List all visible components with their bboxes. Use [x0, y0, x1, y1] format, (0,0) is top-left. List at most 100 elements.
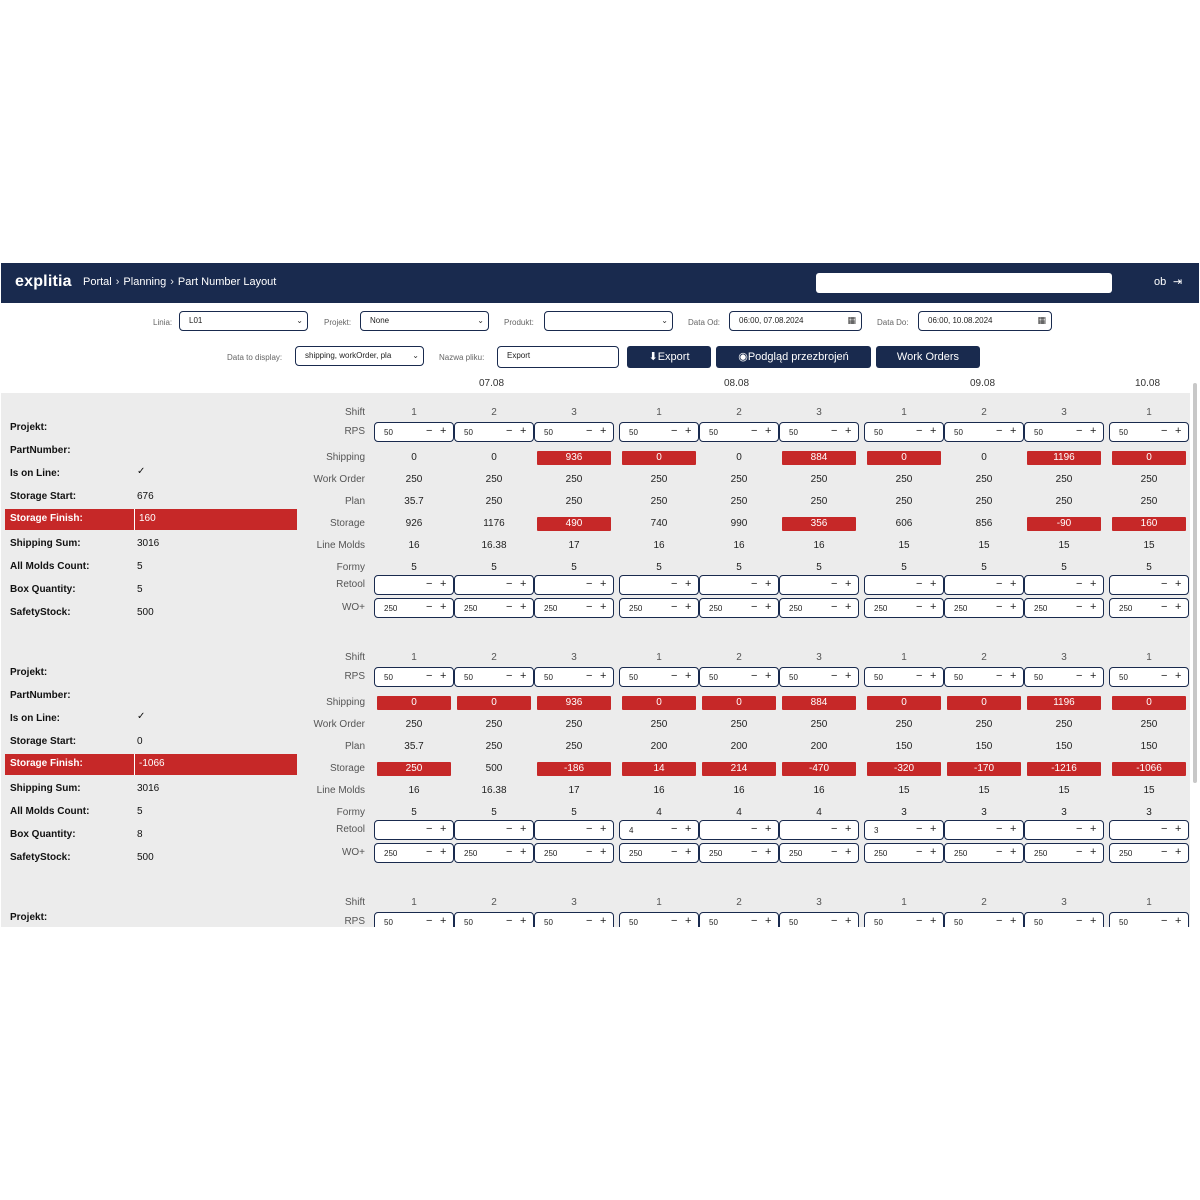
retool-stepper[interactable]: − + [779, 820, 859, 840]
plus-icon[interactable]: + [845, 578, 852, 590]
rps-value[interactable]: 50 [709, 918, 718, 927]
wo-value[interactable]: 250 [1119, 604, 1133, 613]
plus-icon[interactable]: + [765, 425, 772, 437]
plus-icon[interactable]: + [765, 578, 772, 590]
wo-stepper[interactable]: 250 − + [454, 843, 534, 863]
minus-icon[interactable]: − [586, 425, 593, 437]
minus-icon[interactable]: − [751, 846, 758, 858]
retool-stepper[interactable]: − + [374, 820, 454, 840]
rps-value[interactable]: 50 [464, 918, 473, 927]
wo-value[interactable]: 250 [874, 849, 888, 858]
minus-icon[interactable]: − [671, 915, 678, 927]
wo-stepper[interactable]: 250 − + [779, 598, 859, 618]
plus-icon[interactable]: + [1175, 846, 1182, 858]
minus-icon[interactable]: − [1076, 670, 1083, 682]
wo-stepper[interactable]: 250 − + [374, 843, 454, 863]
rps-value[interactable]: 50 [1034, 918, 1043, 927]
plus-icon[interactable]: + [600, 670, 607, 682]
plus-icon[interactable]: + [685, 846, 692, 858]
rps-stepper[interactable]: 50 − + [779, 422, 859, 442]
minus-icon[interactable]: − [671, 670, 678, 682]
minus-icon[interactable]: − [506, 846, 513, 858]
plus-icon[interactable]: + [1090, 915, 1097, 927]
retool-stepper[interactable]: 4 − + [619, 820, 699, 840]
preview-button[interactable]: ◉Podgląd przezbrojeń [716, 346, 871, 368]
plus-icon[interactable]: + [685, 915, 692, 927]
minus-icon[interactable]: − [671, 578, 678, 590]
rps-value[interactable]: 50 [1119, 673, 1128, 682]
wo-stepper[interactable]: 250 − + [779, 843, 859, 863]
minus-icon[interactable]: − [1076, 578, 1083, 590]
logo[interactable]: explitia [15, 273, 72, 290]
rps-value[interactable]: 50 [544, 673, 553, 682]
rps-stepper[interactable]: 50 − + [1109, 667, 1189, 687]
plus-icon[interactable]: + [930, 425, 937, 437]
plus-icon[interactable]: + [600, 846, 607, 858]
rps-value[interactable]: 50 [544, 918, 553, 927]
minus-icon[interactable]: − [586, 670, 593, 682]
plus-icon[interactable]: + [845, 915, 852, 927]
rps-value[interactable]: 50 [874, 428, 883, 437]
wo-value[interactable]: 250 [544, 849, 558, 858]
rps-value[interactable]: 50 [954, 918, 963, 927]
wo-value[interactable]: 250 [1119, 849, 1133, 858]
plus-icon[interactable]: + [600, 915, 607, 927]
minus-icon[interactable]: − [426, 915, 433, 927]
retool-stepper[interactable]: − + [454, 820, 534, 840]
plus-icon[interactable]: + [1090, 670, 1097, 682]
rps-stepper[interactable]: 50 − + [619, 422, 699, 442]
scrollbar-thumb[interactable] [1193, 383, 1197, 783]
minus-icon[interactable]: − [1076, 601, 1083, 613]
wo-stepper[interactable]: 250 − + [534, 843, 614, 863]
minus-icon[interactable]: − [751, 670, 758, 682]
wo-stepper[interactable]: 250 − + [864, 843, 944, 863]
wo-value[interactable]: 250 [384, 849, 398, 858]
minus-icon[interactable]: − [916, 846, 923, 858]
minus-icon[interactable]: − [671, 846, 678, 858]
rps-stepper[interactable]: 50 − + [1109, 912, 1189, 927]
plus-icon[interactable]: + [520, 601, 527, 613]
plus-icon[interactable]: + [440, 915, 447, 927]
plus-icon[interactable]: + [440, 425, 447, 437]
plus-icon[interactable]: + [440, 578, 447, 590]
minus-icon[interactable]: − [831, 823, 838, 835]
minus-icon[interactable]: − [506, 823, 513, 835]
plus-icon[interactable]: + [765, 823, 772, 835]
produkt-select[interactable]: ⌄ [544, 311, 673, 331]
plus-icon[interactable]: + [600, 578, 607, 590]
wo-value[interactable]: 250 [954, 849, 968, 858]
rps-value[interactable]: 50 [789, 673, 798, 682]
plus-icon[interactable]: + [1175, 915, 1182, 927]
minus-icon[interactable]: − [1161, 915, 1168, 927]
plus-icon[interactable]: + [845, 670, 852, 682]
minus-icon[interactable]: − [831, 578, 838, 590]
rps-stepper[interactable]: 50 − + [864, 422, 944, 442]
plus-icon[interactable]: + [440, 846, 447, 858]
plus-icon[interactable]: + [1010, 915, 1017, 927]
rps-stepper[interactable]: 50 − + [864, 912, 944, 927]
retool-stepper[interactable]: − + [534, 820, 614, 840]
retool-stepper[interactable]: − + [619, 575, 699, 595]
rps-value[interactable]: 50 [1119, 918, 1128, 927]
minus-icon[interactable]: − [996, 601, 1003, 613]
rps-stepper[interactable]: 50 − + [619, 667, 699, 687]
minus-icon[interactable]: − [916, 601, 923, 613]
minus-icon[interactable]: − [1076, 425, 1083, 437]
plus-icon[interactable]: + [1090, 846, 1097, 858]
minus-icon[interactable]: − [671, 425, 678, 437]
plus-icon[interactable]: + [930, 915, 937, 927]
plus-icon[interactable]: + [600, 425, 607, 437]
retool-stepper[interactable]: − + [1109, 575, 1189, 595]
retool-stepper[interactable]: − + [1024, 575, 1104, 595]
retool-stepper[interactable]: − + [944, 820, 1024, 840]
minus-icon[interactable]: − [916, 670, 923, 682]
rps-stepper[interactable]: 50 − + [779, 667, 859, 687]
work-orders-button[interactable]: Work Orders [876, 346, 980, 368]
minus-icon[interactable]: − [426, 823, 433, 835]
plus-icon[interactable]: + [930, 601, 937, 613]
minus-icon[interactable]: − [671, 823, 678, 835]
rps-value[interactable]: 50 [709, 673, 718, 682]
plus-icon[interactable]: + [440, 601, 447, 613]
logout-icon[interactable]: ⇥ [1173, 276, 1183, 288]
user-initials[interactable]: ob [1154, 276, 1167, 288]
